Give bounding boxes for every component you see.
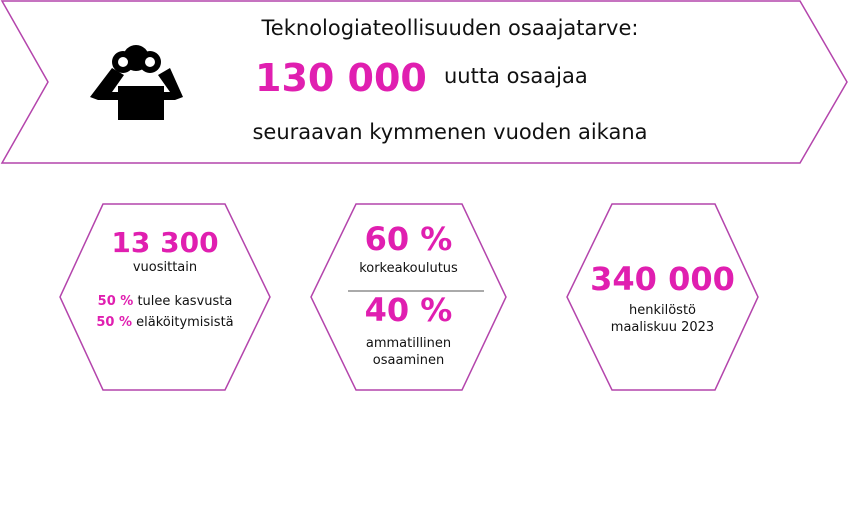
staff-value: 340 000 (590, 260, 735, 298)
hexagon-staff (566, 203, 759, 391)
banner-figure-row: 130 000 uutta osaajaa (255, 56, 588, 100)
hexagon-education (310, 203, 507, 391)
hexagon-education-content: 60 % korkeakoulutus 40 % ammatillinen os… (311, 220, 506, 369)
banner-arrow (0, 0, 848, 164)
hexagon-annual-content: 13 300 vuosittain 50 % tulee kasvusta 50… (60, 226, 270, 331)
banner-subtitle: seuraavan kymmenen vuoden aikana (252, 120, 648, 144)
annual-label: vuosittain (132, 260, 198, 275)
retirement-line: 50 % eläköitymisistä (96, 315, 234, 330)
banner-figure: 130 000 (255, 56, 427, 100)
hexagon-staff-content: 340 000 henkilöstö maaliskuu 2023 (567, 260, 758, 336)
staff-label: henkilöstö (628, 303, 696, 318)
higher-ed-label: korkeakoulutus (359, 261, 458, 276)
staff-date: maaliskuu 2023 (610, 320, 715, 335)
banner-figure-suffix: uutta osaajaa (443, 64, 588, 88)
higher-ed-value: 60 % (364, 220, 453, 258)
binoculars-icon (90, 45, 183, 120)
growth-line: 50 % tulee kasvusta (97, 294, 233, 309)
hexagon-annual (59, 203, 271, 391)
vocational-label-1: ammatillinen (365, 336, 452, 351)
vocational-label-2: osaaminen (372, 353, 445, 368)
annual-value: 13 300 (111, 226, 219, 259)
banner-title: Teknologiateollisuuden osaajatarve: (261, 16, 639, 40)
vocational-value: 40 % (364, 291, 453, 329)
